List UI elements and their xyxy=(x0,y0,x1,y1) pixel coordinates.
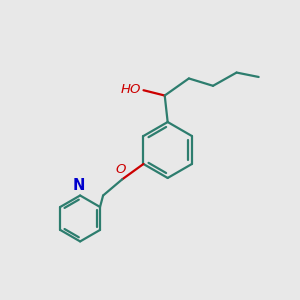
Text: HO: HO xyxy=(121,83,141,96)
Text: O: O xyxy=(116,163,126,176)
Text: N: N xyxy=(73,178,85,193)
